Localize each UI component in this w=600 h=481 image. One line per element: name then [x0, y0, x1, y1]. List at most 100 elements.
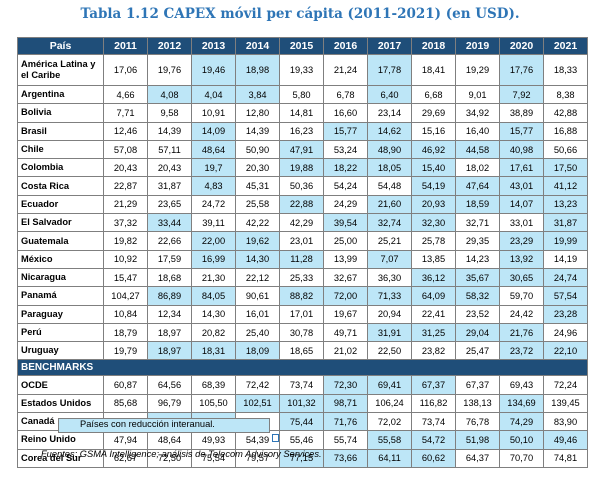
value-cell: 54,48: [367, 176, 412, 196]
value-cell: 75,44: [279, 412, 324, 432]
value-cell: 13,85: [411, 249, 456, 269]
value-cell: 54,24: [323, 176, 368, 196]
value-cell: 46,92: [411, 139, 456, 160]
value-cell: 47,64: [455, 176, 500, 196]
value-cell: 72,24: [543, 375, 588, 395]
value-cell: 73,74: [411, 412, 456, 432]
value-cell: 102,51: [235, 393, 280, 414]
value-cell: 25,78: [411, 231, 456, 251]
value-cell: 18,97: [147, 322, 192, 343]
value-cell: 19,99: [543, 231, 588, 251]
value-cell: 36,12: [411, 267, 456, 288]
value-cell: 22,41: [411, 304, 456, 324]
value-cell: 18,98: [235, 54, 280, 86]
value-cell: 15,40: [411, 158, 456, 178]
header-year: 2021: [543, 37, 588, 55]
country-name: Ecuador: [17, 194, 104, 215]
country-name: OCDE: [17, 375, 104, 395]
value-cell: 20,93: [411, 194, 456, 215]
value-cell: 57,54: [543, 286, 588, 306]
value-cell: 75,54: [191, 448, 236, 468]
header-year: 2020: [499, 37, 544, 55]
header-year: 2017: [367, 37, 412, 55]
value-cell: 12,34: [147, 304, 192, 324]
value-cell: 17,06: [103, 54, 148, 86]
value-cell: 21,30: [191, 267, 236, 288]
value-cell: 67,37: [455, 375, 500, 395]
header-year: 2011: [103, 37, 148, 55]
value-cell: 12,46: [103, 121, 148, 141]
value-cell: 33,44: [147, 213, 192, 233]
value-cell: 50,66: [543, 139, 588, 160]
table-row: Ecuador 21,29 23,65 24,72 25,58 22,88 24,29 21,…: [17, 194, 588, 215]
value-cell: 22,50: [367, 341, 412, 361]
value-cell: 23,82: [411, 341, 456, 361]
value-cell: 25,58: [235, 194, 280, 215]
value-cell: 15,16: [411, 121, 456, 141]
value-cell: 19,62: [235, 231, 280, 251]
value-cell: 48,64: [191, 139, 236, 160]
table-row: Bolivia 7,71 9,58 10,91 12,80 14,81 16,60 23,14…: [17, 103, 588, 123]
value-cell: 21,29: [103, 194, 148, 215]
value-cell: 76,78: [455, 412, 500, 432]
value-cell: 98,71: [323, 393, 368, 414]
table-row: El Salvador 37,32 33,44 39,11 42,22 42,29 39,5…: [17, 213, 588, 233]
value-cell: 85,68: [103, 393, 148, 414]
table-row: Colombia 20,43 20,43 19,7 20,30 19,88 18,22 18,…: [17, 158, 588, 178]
value-cell: 12,80: [235, 103, 280, 123]
value-cell: 19,88: [279, 158, 324, 178]
table-title: Tabla 1.12 CAPEX móvil per cápita (2011-…: [80, 6, 520, 22]
value-cell: 105,50: [191, 393, 236, 414]
table-row: México 10,92 17,59 16,99 14,30 11,28 13,99 7,07…: [17, 249, 588, 269]
value-cell: 34,92: [455, 103, 500, 123]
value-cell: 24,96: [543, 322, 588, 343]
value-cell: 54,19: [411, 176, 456, 196]
value-cell: 19,7: [191, 158, 236, 178]
table-row: Paraguay 10,84 12,34 14,30 16,01 17,01 19,67 20…: [17, 304, 588, 324]
value-cell: 19,33: [279, 54, 324, 86]
value-cell: 70,70: [499, 448, 544, 468]
value-cell: 74,29: [499, 412, 544, 432]
value-cell: 20,94: [367, 304, 412, 324]
value-cell: 24,74: [543, 267, 588, 288]
value-cell: 18,09: [235, 341, 280, 361]
value-cell: 17,59: [147, 249, 192, 269]
value-cell: 67,37: [411, 375, 456, 395]
value-cell: 72,50: [147, 448, 192, 468]
value-cell: 14,23: [455, 249, 500, 269]
value-cell: 96,79: [147, 393, 192, 414]
value-cell: 18,05: [367, 158, 412, 178]
value-cell: 19,67: [323, 304, 368, 324]
value-cell: 45,31: [235, 176, 280, 196]
value-cell: 16,99: [191, 249, 236, 269]
value-cell: 101,32: [279, 393, 324, 414]
value-cell: 14,07: [499, 194, 544, 215]
value-cell: 30,65: [499, 267, 544, 288]
value-cell: 50,10: [499, 430, 544, 450]
value-cell: 22,87: [103, 176, 148, 196]
value-cell: 83,90: [543, 412, 588, 432]
value-cell: 22,66: [147, 231, 192, 251]
value-cell: 11,28: [279, 249, 324, 269]
value-cell: 19,29: [455, 54, 500, 86]
value-cell: 6,40: [367, 84, 412, 105]
country-name: América Latina y el Caribe: [17, 54, 104, 86]
value-cell: 22,12: [235, 267, 280, 288]
value-cell: 15,77: [499, 121, 544, 141]
value-cell: 30,78: [279, 322, 324, 343]
value-cell: 36,30: [367, 267, 412, 288]
value-cell: 14,81: [279, 103, 324, 123]
value-cell: 134,69: [499, 393, 544, 414]
value-cell: 18,31: [191, 341, 236, 361]
value-cell: 29,69: [411, 103, 456, 123]
value-cell: 49,71: [323, 322, 368, 343]
value-cell: 32,67: [323, 267, 368, 288]
value-cell: 14,09: [191, 121, 236, 141]
value-cell: 24,72: [191, 194, 236, 215]
value-cell: 10,91: [191, 103, 236, 123]
value-cell: 23,14: [367, 103, 412, 123]
value-cell: 18,97: [147, 341, 192, 361]
header-year: 2013: [191, 37, 236, 55]
country-name: Brasil: [17, 121, 104, 141]
value-cell: 35,67: [455, 267, 500, 288]
